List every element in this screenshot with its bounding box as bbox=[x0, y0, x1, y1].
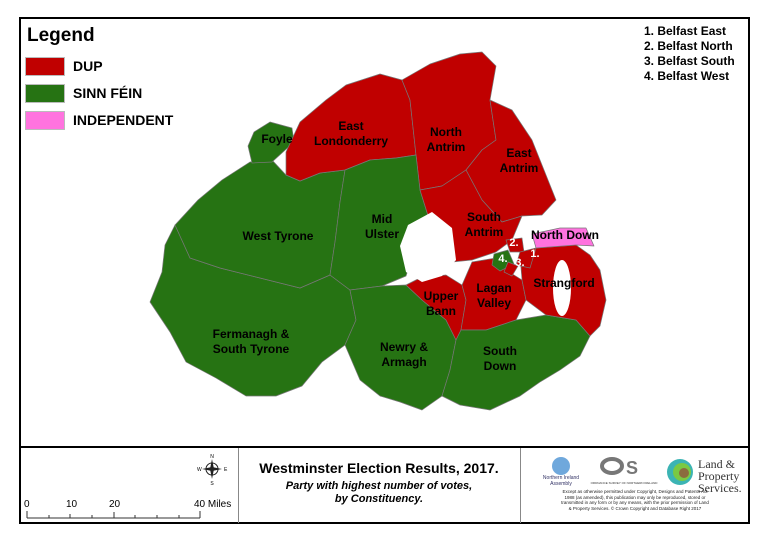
map-frame bbox=[19, 17, 750, 524]
label-west-tyrone: West Tyrone bbox=[243, 229, 314, 243]
label-belfast-east: 1. bbox=[530, 248, 539, 260]
label-east-londonderry-2: Londonderry bbox=[314, 134, 388, 148]
label-east-antrim-1: East bbox=[506, 146, 531, 160]
region-belfast-east[interactable] bbox=[515, 247, 537, 269]
scale-label-20: 20 bbox=[109, 499, 121, 510]
label-newry-1: Newry & bbox=[380, 340, 428, 354]
label-mid-ulster-2: Ulster bbox=[365, 227, 399, 241]
subtitle-line-1: Party with highest number of votes, bbox=[285, 480, 473, 492]
region-foyle[interactable] bbox=[247, 121, 295, 164]
label-south-antrim-2: Antrim bbox=[465, 225, 504, 239]
legend-item-dup: DUP bbox=[25, 56, 103, 76]
label-upper-bann-1: Upper bbox=[424, 289, 459, 303]
nia-logo-text: Northern Ireland Assembly bbox=[542, 475, 580, 487]
scale-label-40: 40 Miles bbox=[194, 499, 232, 510]
svg-text:ORDNANCE SURVEY OF NORTHERN IR: ORDNANCE SURVEY OF NORTHERN IRELAND bbox=[591, 481, 659, 485]
region-south-down[interactable] bbox=[441, 314, 591, 411]
scale-label-0: 0 bbox=[24, 499, 30, 510]
subtitle-line-2: by Constituency. bbox=[334, 493, 424, 505]
os-logo: S ORDNANCE SURVEY OF NORTHERN IRELAND bbox=[591, 457, 659, 485]
lough-neagh bbox=[400, 212, 456, 282]
copyright-notice: Except as otherwise permitted under Copy… bbox=[561, 489, 709, 511]
key-belfast-east: 1. Belfast East bbox=[644, 24, 727, 38]
lps-logo-text: Land & Property Services. bbox=[698, 457, 742, 495]
scale-bar bbox=[26, 511, 201, 519]
compass-w: W bbox=[197, 467, 202, 473]
label-east-antrim-2: Antrim bbox=[500, 161, 539, 175]
label-east-londonderry-1: East bbox=[338, 119, 363, 133]
nia-logo bbox=[552, 457, 570, 475]
compass-n: N bbox=[210, 454, 214, 460]
label-south-down-2: Down bbox=[484, 359, 517, 373]
key-belfast-north: 2. Belfast North bbox=[644, 39, 733, 53]
footer-divider-left bbox=[238, 448, 239, 523]
label-south-antrim-1: South bbox=[467, 210, 501, 224]
legend-label: DUP bbox=[73, 58, 103, 74]
legend-swatch bbox=[25, 83, 65, 103]
label-lagan-valley-2: Valley bbox=[477, 296, 511, 310]
legend-swatch bbox=[25, 56, 65, 76]
scale-label-10: 10 bbox=[66, 499, 78, 510]
map-title: Westminster Election Results, 2017. bbox=[259, 460, 499, 476]
label-upper-bann-2: Bann bbox=[426, 304, 456, 318]
region-belfast-south[interactable] bbox=[503, 261, 519, 277]
label-newry-2: Armagh bbox=[381, 355, 426, 369]
legend-item-independent: INDEPENDENT bbox=[25, 110, 173, 130]
label-lagan-valley-1: Lagan bbox=[476, 281, 511, 295]
label-north-down: North Down bbox=[531, 228, 599, 242]
compass-s: S bbox=[210, 481, 214, 487]
compass-rose-icon: N S E W bbox=[197, 454, 228, 487]
label-north-antrim-1: North bbox=[430, 125, 462, 139]
legend-title: Legend bbox=[27, 25, 95, 46]
strangford-lough bbox=[553, 260, 571, 316]
map-subtitle: Party with highest number of votes, by C… bbox=[238, 480, 520, 506]
label-south-down-1: South bbox=[483, 344, 517, 358]
key-belfast-south: 3. Belfast South bbox=[644, 54, 735, 68]
key-belfast-west: 4. Belfast West bbox=[644, 69, 730, 83]
label-foyle: Foyle bbox=[261, 132, 293, 146]
compass-e: E bbox=[224, 467, 228, 473]
footer-divider bbox=[19, 446, 750, 448]
footer-divider-right bbox=[520, 448, 521, 523]
label-fermanagh-1: Fermanagh & bbox=[213, 327, 290, 341]
legend-item-sinn-fein: SINN FÉIN bbox=[25, 83, 142, 103]
label-fermanagh-2: South Tyrone bbox=[213, 342, 290, 356]
legend-label: SINN FÉIN bbox=[73, 85, 143, 101]
label-belfast-south: 3. bbox=[515, 257, 524, 269]
label-belfast-west: 4. bbox=[498, 253, 507, 265]
label-mid-ulster-1: Mid bbox=[372, 212, 393, 226]
label-strangford: Strangford bbox=[533, 276, 594, 290]
legend-swatch bbox=[25, 110, 65, 130]
label-north-antrim-2: Antrim bbox=[427, 140, 466, 154]
lps-logo bbox=[667, 459, 693, 485]
legend-label: INDEPENDENT bbox=[73, 112, 174, 128]
svg-text:S: S bbox=[626, 458, 638, 478]
label-belfast-north: 2. bbox=[509, 237, 518, 249]
